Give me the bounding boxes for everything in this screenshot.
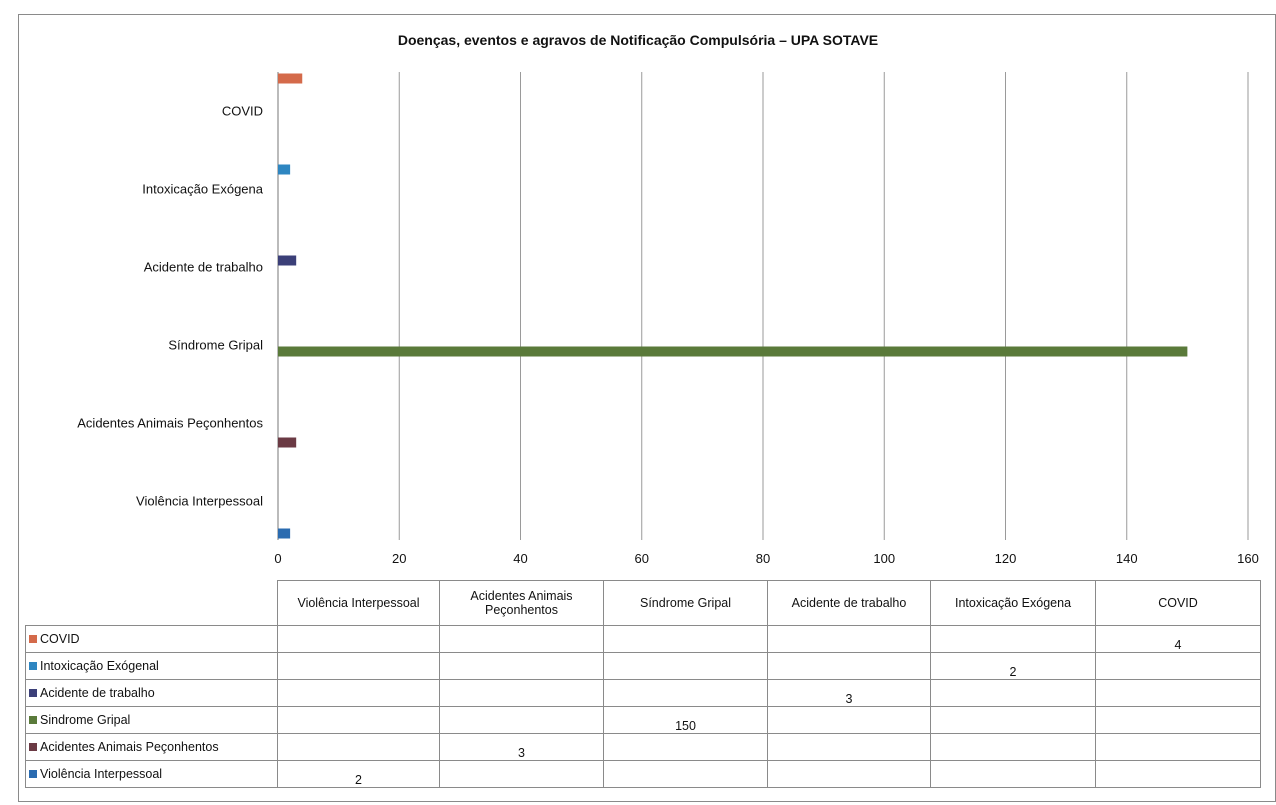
table-cell bbox=[439, 625, 604, 653]
table-row: Acidente de trabalho 3 bbox=[25, 679, 1261, 707]
chart-plot bbox=[277, 72, 1249, 540]
table-cell: 2 bbox=[930, 652, 1096, 680]
table-cell bbox=[277, 733, 440, 761]
table-cell bbox=[603, 625, 768, 653]
table-column-header: Intoxicação Exógena bbox=[930, 580, 1096, 626]
table-cell bbox=[277, 679, 440, 707]
legend-entry: Acidente de trabalho bbox=[25, 679, 278, 707]
table-cell bbox=[767, 760, 931, 788]
table-cell bbox=[930, 706, 1096, 734]
table-row: Intoxicação Exógenal 2 bbox=[25, 652, 1261, 680]
table-row: COVID 4 bbox=[25, 625, 1261, 653]
table-row: Acidentes Animais Peçonhentos 3 bbox=[25, 733, 1261, 761]
table-cell bbox=[1095, 760, 1261, 788]
table-cell: 3 bbox=[767, 679, 931, 707]
table-cell bbox=[930, 733, 1096, 761]
chart-title: Doenças, eventos e agravos de Notificaçã… bbox=[397, 32, 879, 48]
table-cell: 3 bbox=[439, 733, 604, 761]
table-cell bbox=[439, 706, 604, 734]
table-cell bbox=[1095, 679, 1261, 707]
legend-swatch bbox=[29, 716, 37, 724]
table-cell bbox=[930, 625, 1096, 653]
legend-swatch bbox=[29, 662, 37, 670]
data-table: Violência Interpessoal Acidentes Animais … bbox=[25, 580, 1261, 788]
x-tick-label: 120 bbox=[994, 551, 1017, 566]
legend-label: Acidente de trabalho bbox=[40, 686, 155, 700]
x-tick-label: 80 bbox=[755, 551, 771, 566]
y-category-label: Síndrome Gripal bbox=[168, 337, 263, 353]
legend-label: Acidentes Animais Peçonhentos bbox=[40, 740, 219, 754]
x-tick-label: 60 bbox=[634, 551, 649, 566]
x-tick-label: 40 bbox=[513, 551, 528, 566]
x-tick-label: 0 bbox=[274, 551, 282, 566]
table-cell bbox=[439, 679, 604, 707]
legend-swatch bbox=[29, 689, 37, 697]
legend-label: Sindrome Gripal bbox=[40, 713, 131, 727]
x-tick-label: 140 bbox=[1115, 551, 1138, 566]
table-cell bbox=[1095, 706, 1261, 734]
table-cell bbox=[439, 652, 604, 680]
table-cell bbox=[930, 679, 1096, 707]
bar bbox=[278, 346, 1188, 357]
y-category-label: Violência Interpessoal bbox=[136, 493, 263, 509]
table-cell bbox=[767, 706, 931, 734]
table-cell: 2 bbox=[277, 760, 440, 788]
legend-entry: Acidentes Animais Peçonhentos bbox=[25, 733, 278, 761]
y-category-label: Acidente de trabalho bbox=[143, 259, 263, 275]
legend-entry: COVID bbox=[25, 625, 278, 653]
table-cell bbox=[277, 652, 440, 680]
table-cell: 4 bbox=[1095, 625, 1261, 653]
legend-label: Intoxicação Exógenal bbox=[40, 659, 159, 673]
table-cell bbox=[767, 652, 931, 680]
x-tick-label: 20 bbox=[392, 551, 407, 566]
table-cell bbox=[930, 760, 1096, 788]
legend-entry: Intoxicação Exógenal bbox=[25, 652, 278, 680]
table-cell bbox=[767, 733, 931, 761]
bar bbox=[278, 437, 297, 448]
legend-swatch bbox=[29, 635, 37, 643]
legend-entry: Sindrome Gripal bbox=[25, 706, 278, 734]
table-cell bbox=[767, 625, 931, 653]
bar bbox=[278, 255, 297, 266]
bar bbox=[278, 73, 303, 84]
y-category-label: Acidentes Animais Peçonhentos bbox=[77, 415, 263, 431]
table-column-header: Violência Interpessoal bbox=[277, 580, 440, 626]
legend-label: Violência Interpessoal bbox=[40, 767, 163, 781]
legend-swatch bbox=[29, 770, 37, 778]
legend-label: COVID bbox=[40, 632, 80, 646]
table-cell bbox=[439, 760, 604, 788]
table-column-header: Síndrome Gripal bbox=[603, 580, 768, 626]
table-cell bbox=[603, 760, 768, 788]
table-cell bbox=[1095, 652, 1261, 680]
legend-swatch bbox=[29, 743, 37, 751]
table-cell bbox=[1095, 733, 1261, 761]
table-row: Violência Interpessoal 2 bbox=[25, 760, 1261, 788]
legend-entry: Violência Interpessoal bbox=[25, 760, 278, 788]
x-tick-label: 100 bbox=[873, 551, 896, 566]
table-cell bbox=[277, 706, 440, 734]
table-column-header: Acidente de trabalho bbox=[767, 580, 931, 626]
table-column-header: COVID bbox=[1095, 580, 1261, 626]
table-corner-cell bbox=[25, 580, 278, 626]
table-cell bbox=[603, 679, 768, 707]
bar bbox=[278, 164, 291, 175]
y-category-label: COVID bbox=[221, 103, 263, 119]
table-cell bbox=[277, 625, 440, 653]
table-cell bbox=[603, 652, 768, 680]
x-tick-label: 160 bbox=[1237, 551, 1259, 566]
table-cell bbox=[603, 733, 768, 761]
table-column-header: Acidentes Animais Peçonhentos bbox=[439, 580, 604, 626]
bar bbox=[278, 528, 291, 539]
y-category-label: Intoxicação Exógena bbox=[142, 181, 263, 197]
table-row: Sindrome Gripal 150 bbox=[25, 706, 1261, 734]
table-cell: 150 bbox=[603, 706, 768, 734]
table-header-row: Violência Interpessoal Acidentes Animais … bbox=[25, 580, 1261, 626]
